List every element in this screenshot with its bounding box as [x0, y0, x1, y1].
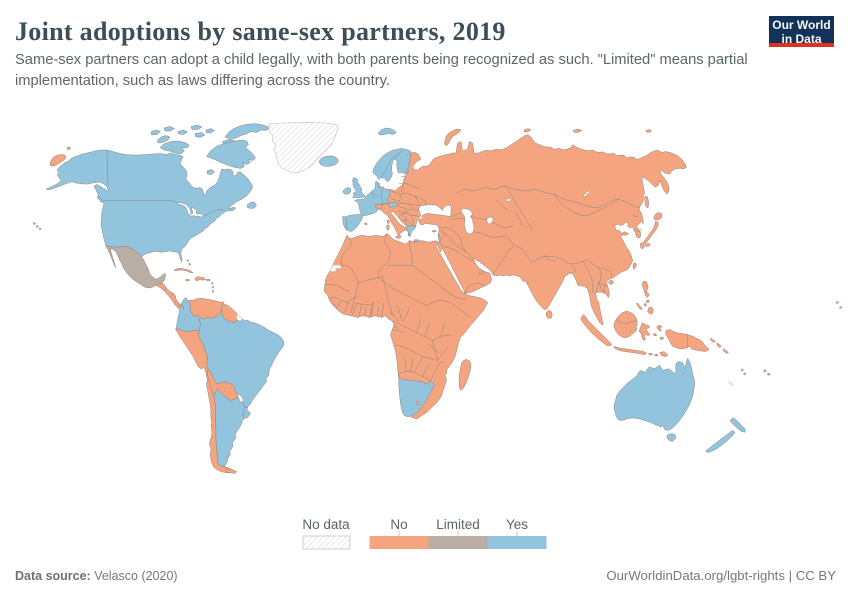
- svg-text:No: No: [390, 517, 407, 532]
- svg-text:Yes: Yes: [506, 517, 528, 532]
- svg-text:No data: No data: [302, 517, 350, 532]
- svg-text:Limited: Limited: [436, 517, 480, 532]
